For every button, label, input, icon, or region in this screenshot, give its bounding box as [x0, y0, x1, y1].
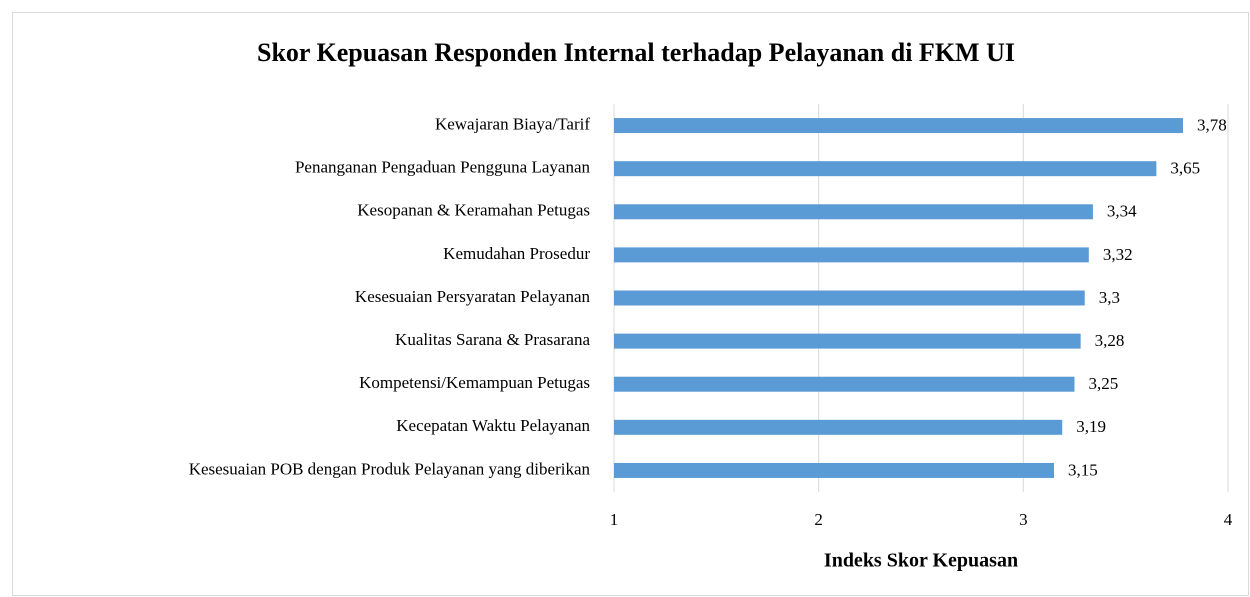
- data-label: 3,65: [1170, 159, 1200, 178]
- x-tick-label: 4: [1224, 510, 1233, 529]
- bar: [614, 290, 1085, 306]
- y-tick-label: Kemudahan Prosedur: [443, 244, 590, 263]
- bar: [614, 118, 1183, 134]
- y-tick-label: Kesesuaian POB dengan Produk Pelayanan y…: [189, 459, 591, 478]
- data-label: 3,3: [1099, 288, 1120, 307]
- data-label: 3,32: [1103, 245, 1133, 264]
- y-tick-label: Kesesuaian Persyaratan Pelayanan: [355, 287, 591, 306]
- bar: [614, 204, 1093, 220]
- data-label: 3,78: [1197, 115, 1227, 134]
- y-tick-label: Kewajaran Biaya/Tarif: [435, 114, 590, 133]
- x-tick-label: 3: [1019, 510, 1028, 529]
- x-axis-title: Indeks Skor Kepuasan: [824, 550, 1018, 572]
- data-label: 3,15: [1068, 460, 1098, 479]
- bar: [614, 419, 1063, 435]
- bar: [614, 247, 1089, 263]
- bar: [614, 376, 1075, 392]
- y-tick-label: Kecepatan Waktu Pelayanan: [396, 416, 590, 435]
- y-tick-label: Kompetensi/Kemampuan Petugas: [359, 373, 590, 392]
- y-tick-label: Penanganan Pengaduan Pengguna Layanan: [295, 158, 591, 177]
- chart-border: [12, 12, 1249, 596]
- data-label: 3,28: [1095, 331, 1125, 350]
- x-tick-label: 2: [814, 510, 823, 529]
- bar: [614, 333, 1081, 349]
- data-label: 3,19: [1076, 417, 1106, 436]
- bar: [614, 462, 1055, 478]
- y-tick-label: Kesopanan & Keramahan Petugas: [357, 201, 590, 220]
- chart-title: Skor Kepuasan Responden Internal terhada…: [257, 38, 1015, 67]
- x-tick-label: 1: [610, 510, 619, 529]
- data-label: 3,25: [1089, 374, 1119, 393]
- bar: [614, 161, 1157, 177]
- y-tick-label: Kualitas Sarana & Prasarana: [395, 330, 590, 349]
- data-label: 3,34: [1107, 202, 1137, 221]
